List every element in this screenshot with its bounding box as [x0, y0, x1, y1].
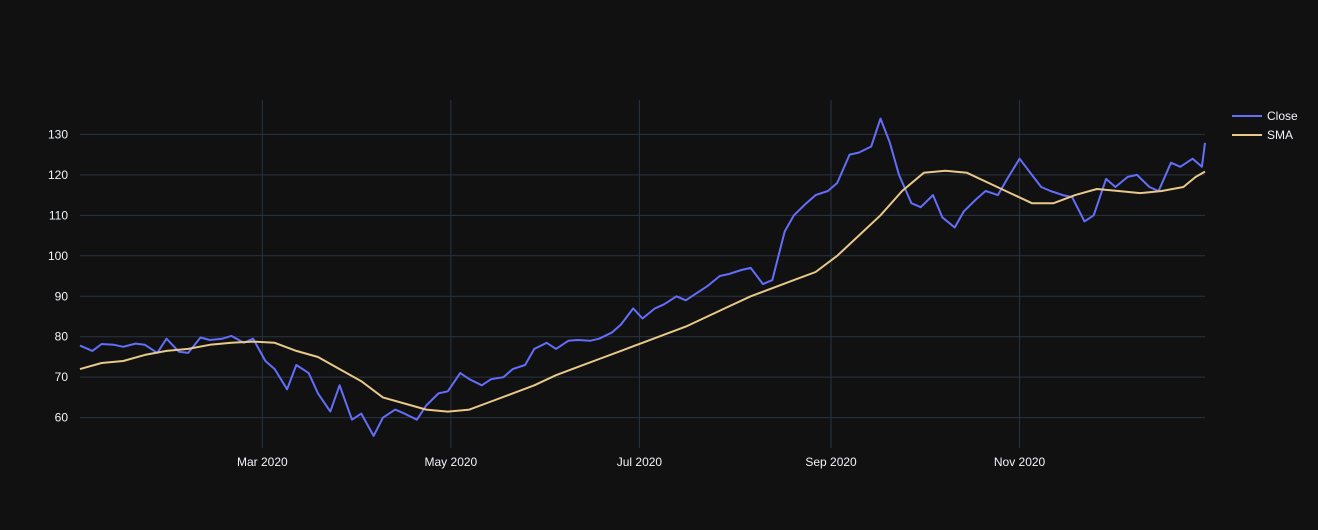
- legend-label: SMA: [1267, 128, 1293, 142]
- y-tick-label: 120: [48, 168, 68, 182]
- legend-label: Close: [1267, 109, 1298, 123]
- y-tick-label: 80: [55, 330, 69, 344]
- y-tick-label: 60: [55, 411, 69, 425]
- series-lines: [79, 117, 1206, 437]
- y-tick-label: 110: [49, 208, 68, 222]
- legend[interactable]: Close SMA: [1232, 109, 1298, 142]
- y-tick-label: 130: [48, 127, 68, 141]
- y-axis-tick-labels: 60 70 80 90 100 110 120 130: [48, 127, 68, 424]
- x-tick-label: Nov 2020: [994, 455, 1046, 469]
- x-tick-label: Mar 2020: [237, 455, 288, 469]
- y-tick-label: 70: [55, 370, 69, 384]
- grid-lines: [80, 100, 1205, 448]
- x-tick-label: May 2020: [425, 455, 478, 469]
- y-tick-label: 100: [48, 249, 68, 263]
- x-axis-tick-labels: Mar 2020 May 2020 Jul 2020 Sep 2020 Nov 2020: [237, 455, 1046, 469]
- legend-item-sma[interactable]: SMA: [1232, 128, 1293, 142]
- x-tick-label: Sep 2020: [805, 455, 857, 469]
- series-line-close: [79, 117, 1206, 437]
- x-tick-label: Jul 2020: [617, 455, 663, 469]
- series-line-sma: [79, 169, 1206, 413]
- legend-item-close[interactable]: Close: [1232, 109, 1298, 123]
- y-tick-label: 90: [55, 289, 69, 303]
